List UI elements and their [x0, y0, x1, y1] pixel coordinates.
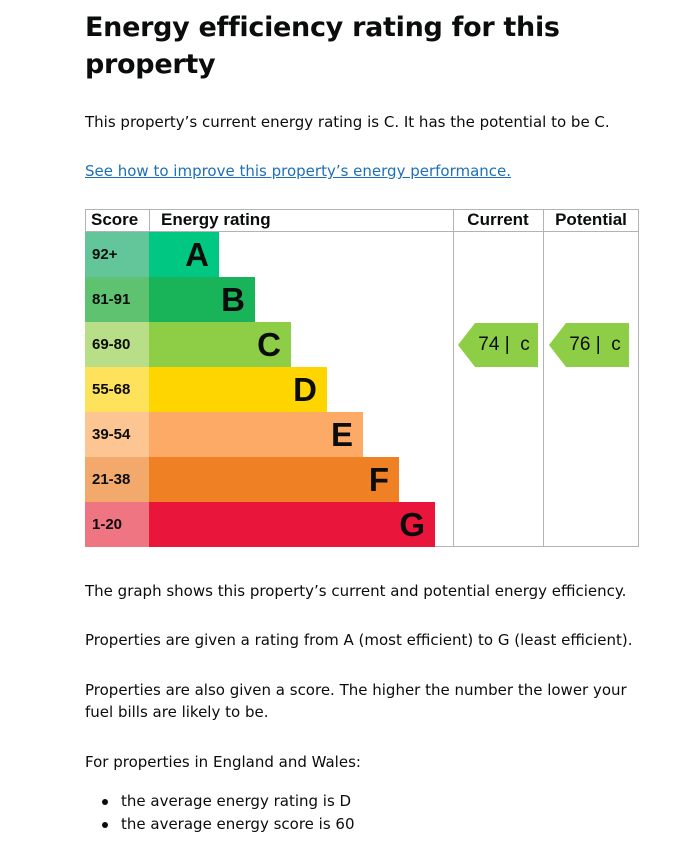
band-bar-c: C [149, 322, 291, 367]
current-rating-summary: This property’s current energy rating is… [85, 113, 610, 131]
current-rating-marker: 74 | c [458, 323, 538, 367]
potential-rating-marker: 76 | c [549, 323, 629, 367]
list-item: the average energy rating is D [85, 790, 355, 813]
band-score-e: 39-54 [85, 412, 149, 457]
potential-column-divider [543, 209, 544, 547]
potential-rating-marker-arrow-polygon [549, 323, 629, 367]
band-score-d: 55-68 [85, 367, 149, 412]
band-letter-a: A [185, 236, 209, 273]
band-letter-c: C [257, 326, 281, 363]
band-bar-a: A [149, 232, 219, 277]
band-score-c: 69-80 [85, 322, 149, 367]
band-letter-e: E [330, 416, 353, 453]
band-letter-g: G [399, 506, 425, 543]
band-score-b: 81-91 [85, 277, 149, 322]
header-divider [85, 231, 638, 232]
band-letter-f: F [368, 461, 389, 498]
potential-rating-marker-arrow-shape [549, 323, 629, 367]
potential-rating-marker-label: 76 | c [569, 334, 621, 355]
band-bar-b: B [149, 277, 255, 322]
current-column-divider [453, 209, 454, 547]
current-column-header: Current [467, 210, 529, 229]
band-bar-d: D [149, 367, 327, 412]
band-score-g: 1-20 [85, 502, 149, 547]
header-divider-score [149, 209, 150, 231]
band-score-f: 21-38 [85, 457, 149, 502]
band-letter-d: D [293, 371, 317, 408]
region-intro: For properties in England and Wales: [85, 753, 361, 771]
page-title: Energy efficiency rating for this proper… [85, 12, 560, 80]
averages-list: the average energy rating is D the avera… [85, 790, 355, 836]
current-rating-marker-label: 74 | c [478, 334, 530, 355]
current-rating-marker-arrow-polygon [458, 323, 538, 367]
scores-explanation: Properties are also given a score. The h… [85, 681, 627, 721]
graph-explanation: The graph shows this property’s current … [85, 582, 627, 600]
band-bar-f: F [149, 457, 399, 502]
current-rating-marker-arrow-shape [458, 323, 538, 367]
band-bar-g: G [149, 502, 435, 547]
band-score-a: 92+ [85, 232, 149, 277]
energy-rating-column-header: Energy rating [161, 210, 271, 229]
list-item: the average energy score is 60 [85, 813, 355, 836]
energy-rating-chart: Score Energy rating Current Potential 92… [85, 209, 639, 547]
score-column-header: Score [91, 210, 139, 229]
band-letter-b: B [221, 281, 245, 318]
band-bar-e: E [149, 412, 363, 457]
improve-energy-link[interactable]: See how to improve this property’s energ… [85, 162, 512, 180]
potential-column-header: Potential [555, 210, 627, 229]
ratings-explanation: Properties are given a rating from A (mo… [85, 631, 633, 649]
